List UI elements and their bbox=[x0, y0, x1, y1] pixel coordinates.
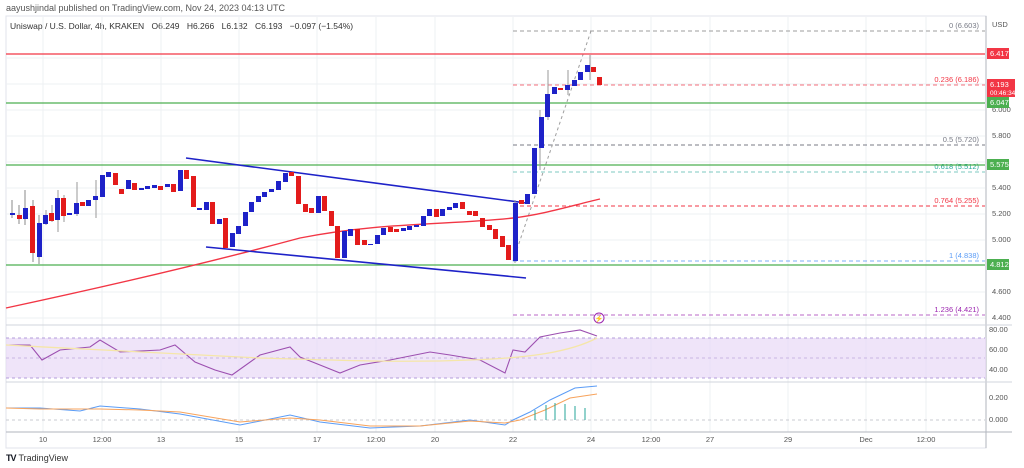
channel-upper bbox=[185, 157, 527, 204]
time-tick: 24 bbox=[587, 435, 595, 444]
ohlc-change: −0.097 (−1.54%) bbox=[289, 21, 354, 31]
signal-line bbox=[5, 393, 598, 427]
fib-levels bbox=[513, 30, 985, 316]
time-tick: 10 bbox=[39, 435, 47, 444]
tradingview-logo-icon: TV bbox=[6, 453, 16, 463]
ohlc-close: C6.193 bbox=[254, 21, 283, 31]
fib-label-1236: 1.236 (4.421) bbox=[934, 305, 979, 314]
label-5575: 5.575 bbox=[990, 160, 1009, 169]
time-tick: 22 bbox=[509, 435, 517, 444]
label-last-price: 6.193 bbox=[990, 80, 1009, 89]
time-tick: 29 bbox=[784, 435, 792, 444]
time-tick: Dec bbox=[859, 435, 873, 444]
ohlc-low: L6.182 bbox=[221, 21, 248, 31]
fib-label-0: 0 (6.603) bbox=[949, 21, 980, 30]
label-4812: 4.812 bbox=[990, 260, 1009, 269]
time-tick: 17 bbox=[313, 435, 321, 444]
ohlc-open: O6.249 bbox=[151, 21, 180, 31]
tick-5200: 5.200 bbox=[992, 209, 1011, 218]
time-tick: 12:00 bbox=[367, 435, 386, 444]
rsi-tick-80: 80.00 bbox=[989, 325, 1008, 334]
time-tick: 15 bbox=[235, 435, 243, 444]
rsi-tick-60: 60.00 bbox=[989, 345, 1008, 354]
rsi-tick-40: 40.00 bbox=[989, 365, 1008, 374]
time-tick: 27 bbox=[706, 435, 714, 444]
symbol-legend: Uniswap / U.S. Dollar, 4h, KRAKEN O6.249… bbox=[8, 20, 361, 32]
fib-label-0236: 0.236 (6.186) bbox=[934, 75, 979, 84]
fib-label-0618: 0.618 (5.512) bbox=[934, 162, 979, 171]
label-6047: 6.047 bbox=[990, 98, 1009, 107]
macd-tick-02: 0.200 bbox=[989, 393, 1008, 402]
time-tick: 13 bbox=[157, 435, 165, 444]
tick-5400: 5.400 bbox=[992, 183, 1011, 192]
time-tick: 12:00 bbox=[642, 435, 661, 444]
price-axis: USD 6.000 5.800 5.400 5.200 5.000 4.600 … bbox=[989, 20, 1011, 424]
published-caption: aayushjindal published on TradingView.co… bbox=[6, 3, 286, 13]
currency-label: USD bbox=[992, 20, 1008, 29]
sma-curve bbox=[5, 198, 601, 309]
fib-label-05: 0.5 (5.720) bbox=[943, 135, 980, 144]
rsi-ma bbox=[5, 337, 598, 362]
symbol-name: Uniswap / U.S. Dollar, 4h, KRAKEN bbox=[10, 21, 145, 31]
channel-lower bbox=[205, 246, 527, 279]
tick-5000: 5.000 bbox=[992, 235, 1011, 244]
lightning-glyph: ⚡ bbox=[595, 314, 604, 323]
label-6417: 6.417 bbox=[990, 49, 1009, 58]
brand-text: TradingView bbox=[18, 453, 69, 463]
time-tick: 12:00 bbox=[93, 435, 112, 444]
ohlc-high: H6.266 bbox=[186, 21, 215, 31]
tick-6000: 6.000 bbox=[992, 105, 1011, 114]
label-countdown: 00:46:34 bbox=[990, 90, 1016, 97]
lightning-icon bbox=[593, 312, 605, 324]
tick-5800: 5.800 bbox=[992, 131, 1011, 140]
macd-tick-0: 0.000 bbox=[989, 415, 1008, 424]
tick-4600: 4.600 bbox=[992, 287, 1011, 296]
candles bbox=[10, 55, 602, 264]
rsi-line bbox=[6, 329, 598, 376]
fib-label-1: 1 (4.838) bbox=[949, 251, 980, 260]
fib-labels: 0 (6.603) 0.236 (6.186) 0.5 (5.720) 0.61… bbox=[934, 21, 979, 314]
time-tick: 12:00 bbox=[917, 435, 936, 444]
grid-horizontal bbox=[6, 57, 985, 319]
time-tick: 20 bbox=[431, 435, 439, 444]
tick-4400: 4.400 bbox=[992, 313, 1011, 322]
fib-label-0764: 0.764 (5.255) bbox=[934, 196, 979, 205]
macd-histogram bbox=[534, 403, 586, 420]
tradingview-logo[interactable]: TV TradingView bbox=[6, 453, 68, 463]
time-axis: 10 12:00 13 15 17 12:00 20 22 24 12:00 2… bbox=[39, 435, 936, 444]
macd-line bbox=[6, 385, 598, 429]
